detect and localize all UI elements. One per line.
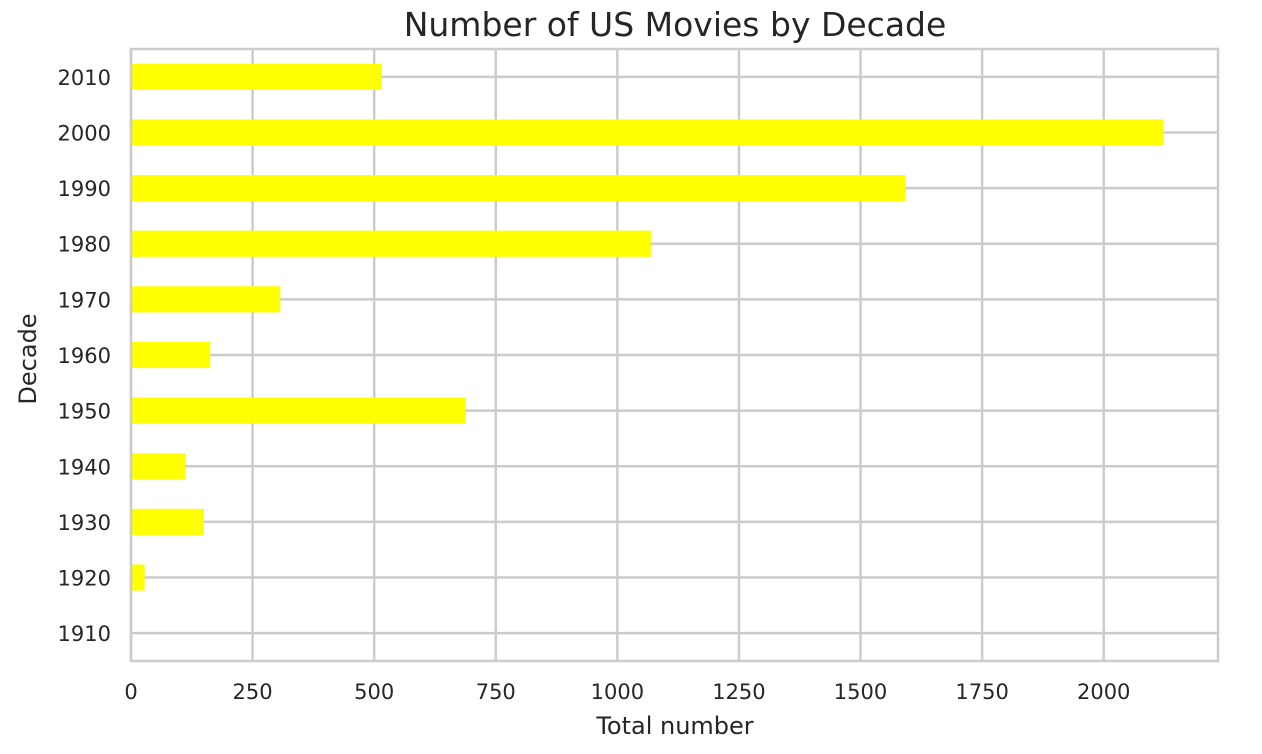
x-tick-label: 2000 xyxy=(1077,680,1130,704)
y-tick-label: 1950 xyxy=(58,400,111,424)
bars xyxy=(131,63,1164,591)
y-tick-label: 2000 xyxy=(58,121,111,145)
bar-1960 xyxy=(131,341,211,369)
bar-1970 xyxy=(131,286,281,313)
y-tick-label: 1920 xyxy=(58,567,111,591)
y-axis-ticks: 1910 1920 1930 1940 1950 1960 1970 1980 1990 2000… xyxy=(58,66,111,646)
x-tick-label: 0 xyxy=(124,680,137,704)
y-tick-label: 1910 xyxy=(58,622,111,646)
y-tick-label: 1980 xyxy=(58,233,111,257)
y-tick-label: 1970 xyxy=(58,288,111,312)
y-tick-label: 1940 xyxy=(58,455,111,479)
bar-1950 xyxy=(131,397,466,424)
x-tick-label: 1500 xyxy=(834,680,887,704)
bar-1980 xyxy=(131,230,651,257)
bar-1930 xyxy=(131,508,204,535)
bar-2010 xyxy=(131,63,382,90)
y-axis-label: Decade xyxy=(14,313,42,404)
y-tick-label: 1930 xyxy=(58,511,111,535)
bar-2000 xyxy=(131,119,1164,146)
bar-1990 xyxy=(131,175,906,202)
y-tick-label: 1960 xyxy=(58,344,111,368)
y-tick-label: 2010 xyxy=(58,66,111,90)
chart-title: Number of US Movies by Decade xyxy=(404,5,947,44)
x-axis-label: Total number xyxy=(595,712,753,740)
x-tick-label: 500 xyxy=(354,680,394,704)
x-tick-label: 250 xyxy=(233,680,273,704)
x-tick-label: 1750 xyxy=(955,680,1008,704)
x-tick-label: 750 xyxy=(476,680,516,704)
bar-1940 xyxy=(131,453,185,480)
x-axis-ticks: 0 250 500 750 1000 1250 1500 1750 2000 xyxy=(124,680,1130,704)
y-tick-label: 1990 xyxy=(58,177,111,201)
plot-frame xyxy=(129,47,1220,663)
x-tick-label: 1000 xyxy=(591,680,644,704)
bar-1920 xyxy=(131,564,145,591)
x-tick-label: 1250 xyxy=(712,680,765,704)
